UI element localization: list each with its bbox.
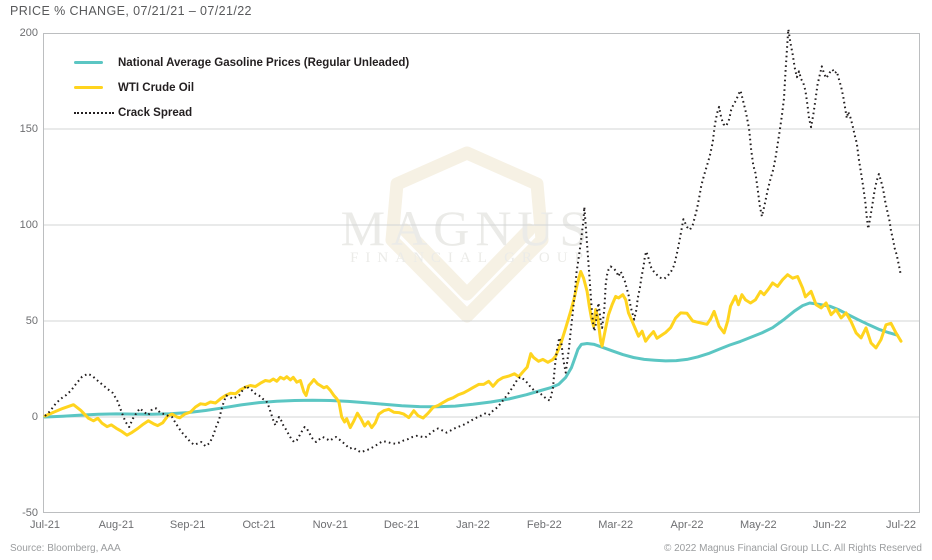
legend-label: National Average Gasoline Prices (Regula… <box>118 56 410 69</box>
x-axis-tick-label: Sep-21 <box>169 519 206 531</box>
legend-label: Crack Spread <box>118 106 193 119</box>
x-axis-tick-label: Aug-21 <box>98 519 135 531</box>
series-line-2 <box>43 270 903 437</box>
y-axis-tick-label: 200 <box>19 27 38 39</box>
y-axis-tick-label: 0 <box>31 411 38 423</box>
x-axis-tick-label: Apr-22 <box>670 519 704 531</box>
y-axis-tick-label: 150 <box>19 123 38 135</box>
copyright-text: © 2022 Magnus Financial Group LLC. All R… <box>663 543 922 554</box>
x-axis-tick-label: Feb-22 <box>526 519 562 531</box>
series-line-3 <box>44 28 902 454</box>
x-axis-tick-label: Oct-21 <box>242 519 276 531</box>
x-axis-tick-label: Jul-22 <box>886 519 916 531</box>
legend-line-icon <box>74 60 116 65</box>
x-axis-tick-label: Mar-22 <box>598 519 634 531</box>
plot-border <box>43 33 920 513</box>
x-axis-tick-label: May-22 <box>739 519 777 531</box>
x-axis-tick-label: Dec-21 <box>383 519 420 531</box>
x-axis-tick-label: Jan-22 <box>456 519 490 531</box>
series-line-1 <box>43 301 899 419</box>
watermark-title-text: MAGNUS <box>341 200 594 256</box>
legend-label: WTI Crude Oil <box>118 81 195 94</box>
source-text: Source: Bloomberg, AAA <box>10 543 121 554</box>
legend-swatch <box>74 85 103 90</box>
series-lines <box>43 28 903 454</box>
legend-swatch <box>74 60 103 65</box>
x-axis-tick-label: Jun-22 <box>812 519 847 531</box>
legend-item: National Average Gasoline Prices (Regula… <box>74 50 409 75</box>
gridlines <box>43 128 920 418</box>
page-title: PRICE % CHANGE, 07/21/21 – 07/21/22 <box>10 4 252 18</box>
legend-swatch <box>74 111 114 114</box>
x-axis-tick-label: Jul-21 <box>30 519 60 531</box>
y-axis-tick-label: -50 <box>22 507 38 519</box>
watermark: MAGNUS FINANCIAL GROUP <box>341 146 594 323</box>
legend-item: Crack Spread <box>74 100 409 125</box>
y-axis-tick-label: 50 <box>25 315 38 327</box>
watermark-shield-icon <box>385 146 549 323</box>
x-axis-tick-label: Nov-21 <box>312 519 349 531</box>
y-axis-tick-label: 100 <box>19 219 38 231</box>
watermark-chevron-icon <box>398 223 536 301</box>
legend-dotted-line-icon <box>74 111 116 114</box>
watermark-subtitle-text: FINANCIAL GROUP <box>350 250 590 266</box>
legend: National Average Gasoline Prices (Regula… <box>74 50 409 125</box>
legend-line-icon <box>74 85 116 90</box>
legend-item: WTI Crude Oil <box>74 75 409 100</box>
